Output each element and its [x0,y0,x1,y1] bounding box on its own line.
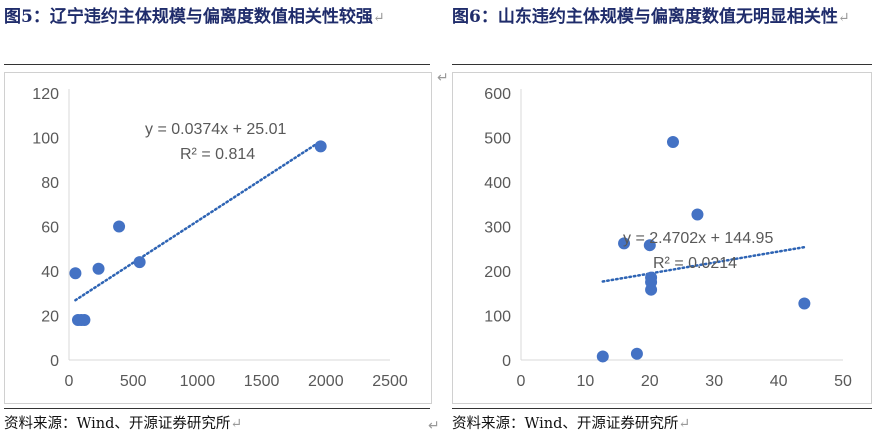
y-tick-label: 600 [484,86,511,103]
data-point [643,239,656,252]
data-point [314,140,327,153]
y-tick-label: 200 [484,264,511,281]
chart-area: 0 20 40 60 80 100 120 0 500 1000 1500 2000 2500 y = 0… [4,72,432,404]
y-tick-label: 500 [484,131,511,148]
r-squared-label: R² = 0.0214 [653,255,737,272]
r-squared-label: R² = 0.814 [180,146,255,163]
paragraph-mark-icon: ↵ [837,10,850,26]
scatter-chart: 0 20 40 60 80 100 120 0 500 1000 1500 2000 2500 y = 0… [32,86,408,390]
figure-6-panel: 图6：山东违约主体规模与偏离度数值无明显相关性↵ 0 100 200 300 400 50… [448,0,872,443]
data-point [630,347,643,360]
x-tick-label: 20 [641,373,659,390]
y-tick-label: 100 [484,309,511,326]
y-tick-label: 20 [41,309,59,326]
figure-title-text: 图5：辽宁违约主体规模与偏离度数值相关性较强 [4,7,373,27]
data-point [92,262,105,275]
x-tick-label: 2500 [372,373,408,390]
paragraph-mark-icon: ↵ [372,10,385,26]
data-point [133,256,146,269]
y-tick-label: 400 [484,175,511,192]
y-tick-label: 60 [41,220,59,237]
data-point [645,283,658,296]
source-rule [4,408,430,409]
paragraph-mark-icon: ↵ [428,418,440,434]
trendline-equation: y = 2.4702x + 144.95 [623,230,773,247]
y-tick-label: 300 [484,220,511,237]
y-tick-label: 80 [41,175,59,192]
data-point [666,135,679,148]
x-tick-label: 2000 [308,373,344,390]
data-point [798,297,811,310]
paragraph-mark-icon: ↵ [437,70,449,86]
trendline [601,245,806,283]
y-tick-label: 120 [32,86,59,103]
figure-title: 图5：辽宁违约主体规模与偏离度数值相关性较强↵ [4,2,434,33]
x-tick-label: 50 [834,373,852,390]
figure-5-panel: 图5：辽宁违约主体规模与偏离度数值相关性较强↵ 0 20 40 60 80 100 120 0… [0,0,440,443]
source-note: 资料来源：Wind、开源证券研究所↵ [452,412,690,433]
y-tick-label: 40 [41,264,59,281]
figure-title: 图6：山东违约主体规模与偏离度数值无明显相关性↵ [452,2,872,33]
source-rule [452,408,872,409]
source-text: 资料来源：Wind、开源证券研究所 [452,416,679,432]
x-tick-label: 1500 [244,373,280,390]
data-point [596,350,609,363]
title-rule [452,64,872,65]
paragraph-mark-icon: ↵ [678,416,691,432]
data-point [113,220,126,233]
scatter-chart: 0 100 200 300 400 500 600 0 10 20 30 40 50 y = 2.4702… [484,86,852,390]
x-tick-label: 40 [770,373,788,390]
data-point [78,313,91,326]
x-tick-label: 0 [65,373,74,390]
data-point [618,237,631,250]
title-rule [4,64,430,65]
paragraph-mark-icon: ↵ [230,416,243,432]
source-text: 资料来源：Wind、开源证券研究所 [4,416,231,432]
x-tick-label: 500 [120,373,147,390]
chart-area: 0 100 200 300 400 500 600 0 10 20 30 40 50 y = 2.4702… [452,72,872,404]
trendline [74,140,322,302]
y-tick-label: 0 [50,353,59,370]
x-tick-label: 1000 [180,373,216,390]
source-note: 资料来源：Wind、开源证券研究所↵ [4,412,242,433]
data-point [69,267,82,280]
y-tick-label: 100 [32,131,59,148]
figure-title-text: 图6：山东违约主体规模与偏离度数值无明显相关性 [452,7,838,27]
x-tick-label: 0 [517,373,526,390]
y-tick-label: 0 [502,353,511,370]
trendline-equation: y = 0.0374x + 25.01 [145,121,287,138]
data-point [691,208,704,221]
x-tick-label: 30 [705,373,723,390]
x-tick-label: 10 [577,373,595,390]
